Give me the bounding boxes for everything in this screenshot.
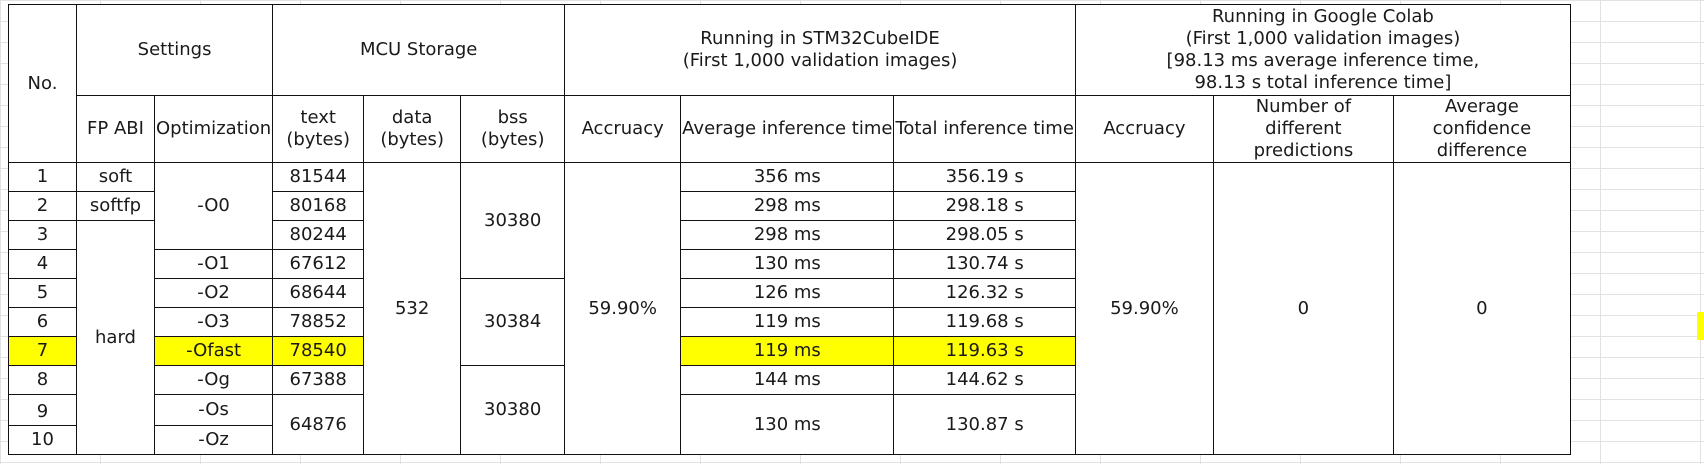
bss-bytes-cell: 30384 bbox=[460, 278, 566, 366]
text-bytes-cell: 68644 bbox=[272, 278, 365, 308]
avg-time-cell: 126 ms bbox=[680, 278, 895, 308]
row-no: 10 bbox=[8, 425, 77, 455]
total-time-cell: 356.19 s bbox=[893, 162, 1076, 192]
row-no: 5 bbox=[8, 278, 77, 308]
text-bytes-cell: 80244 bbox=[272, 220, 365, 250]
optimization-cell: -Oz bbox=[153, 425, 274, 455]
row-highlight-marker bbox=[1697, 312, 1704, 340]
header-avg-conf-line-1: Average confidence bbox=[1432, 96, 1532, 140]
fp-abi-cell: soft bbox=[76, 162, 155, 192]
header-avg-conf-line-2: difference bbox=[1436, 140, 1528, 161]
fp-abi-cell: hard bbox=[76, 220, 155, 455]
results-table: No. Settings MCU Storage Running in STM3… bbox=[8, 4, 1571, 455]
optimization-cell: -O3 bbox=[153, 307, 274, 337]
header-num-diff-line-2: different predictions bbox=[1253, 118, 1354, 161]
header-fp-abi: FP ABI bbox=[76, 95, 155, 163]
row-no: 3 bbox=[8, 220, 77, 250]
avg-time-cell: 298 ms bbox=[680, 191, 895, 221]
avg-time-cell: 119 ms bbox=[680, 336, 895, 366]
text-bytes-cell: 80168 bbox=[272, 191, 365, 221]
header-avg-inference-time: Average inference time bbox=[680, 95, 895, 163]
header-data-line-1: data bbox=[391, 107, 433, 128]
total-time-cell: 130.87 s bbox=[893, 394, 1076, 455]
avg-time-cell: 356 ms bbox=[680, 162, 895, 192]
bss-bytes-cell: 30380 bbox=[460, 365, 566, 455]
header-num-diff-predictions: Number of different predictions bbox=[1212, 95, 1394, 163]
header-no: No. bbox=[8, 4, 77, 163]
optimization-cell: -O2 bbox=[153, 278, 274, 308]
row-no: 6 bbox=[8, 307, 77, 337]
total-time-cell: 126.32 s bbox=[893, 278, 1076, 308]
header-bss-line-2: (bytes) bbox=[480, 129, 545, 150]
row-no: 2 bbox=[8, 191, 77, 221]
fp-abi-cell: softfp bbox=[76, 191, 155, 221]
row-no: 9 bbox=[8, 394, 77, 426]
header-colab-line-2: (First 1,000 validation images) bbox=[1185, 28, 1461, 49]
avg-time-cell: 119 ms bbox=[680, 307, 895, 337]
header-mcu-storage: MCU Storage bbox=[272, 4, 566, 96]
accuracy-stm-cell: 59.90% bbox=[564, 162, 682, 455]
optimization-cell: -O1 bbox=[153, 249, 274, 279]
header-colab: Running in Google Colab (First 1,000 val… bbox=[1074, 4, 1571, 96]
optimization-cell: -Og bbox=[153, 365, 274, 395]
avg-conf-cell: 0 bbox=[1392, 162, 1571, 455]
header-optimization: Optimization bbox=[153, 95, 274, 163]
header-accuracy-colab: Accruacy bbox=[1074, 95, 1214, 163]
header-stm32: Running in STM32CubeIDE (First 1,000 val… bbox=[564, 4, 1076, 96]
avg-time-cell: 298 ms bbox=[680, 220, 895, 250]
avg-time-cell: 144 ms bbox=[680, 365, 895, 395]
row-no: 1 bbox=[8, 162, 77, 192]
accuracy-colab-cell: 59.90% bbox=[1074, 162, 1214, 455]
header-colab-line-3: [98.13 ms average inference time, bbox=[1166, 50, 1480, 71]
header-stm32-line-1: Running in STM32CubeIDE bbox=[700, 28, 940, 49]
total-time-cell: 119.68 s bbox=[893, 307, 1076, 337]
optimization-cell: -O0 bbox=[153, 162, 274, 250]
text-bytes-cell: 78852 bbox=[272, 307, 365, 337]
num-diff-cell: 0 bbox=[1212, 162, 1394, 455]
header-bss-line-1: bss bbox=[497, 107, 528, 128]
optimization-cell: -Os bbox=[153, 394, 274, 426]
text-bytes-cell: 64876 bbox=[272, 394, 365, 455]
text-bytes-cell: 78540 bbox=[272, 336, 365, 366]
header-stm32-line-2: (First 1,000 validation images) bbox=[682, 50, 958, 71]
text-bytes-cell: 67612 bbox=[272, 249, 365, 279]
total-time-cell: 130.74 s bbox=[893, 249, 1076, 279]
total-time-cell: 298.05 s bbox=[893, 220, 1076, 250]
header-colab-line-1: Running in Google Colab bbox=[1211, 6, 1434, 27]
total-time-cell: 119.63 s bbox=[893, 336, 1076, 366]
header-text-line-2: (bytes) bbox=[286, 129, 350, 150]
data-bytes-cell: 532 bbox=[363, 162, 462, 455]
header-colab-line-4: 98.13 s total inference time] bbox=[1194, 72, 1452, 93]
avg-time-cell: 130 ms bbox=[680, 249, 895, 279]
avg-time-cell: 130 ms bbox=[680, 394, 895, 455]
header-num-diff-line-1: Number of bbox=[1255, 96, 1352, 118]
header-text-line-1: text bbox=[300, 107, 336, 128]
optimization-cell: -Ofast bbox=[153, 336, 274, 366]
header-text-bytes: text (bytes) bbox=[272, 95, 365, 163]
header-data-bytes: data (bytes) bbox=[363, 95, 462, 163]
header-data-line-2: (bytes) bbox=[380, 129, 444, 150]
header-total-inference-time: Total inference time bbox=[893, 95, 1076, 163]
total-time-cell: 298.18 s bbox=[893, 191, 1076, 221]
row-no: 7 bbox=[8, 336, 77, 366]
text-bytes-cell: 67388 bbox=[272, 365, 365, 395]
row-no: 8 bbox=[8, 365, 77, 395]
text-bytes-cell: 81544 bbox=[272, 162, 365, 192]
header-bss-bytes: bss (bytes) bbox=[460, 95, 566, 163]
header-avg-confidence-diff: Average confidence difference bbox=[1392, 95, 1571, 163]
row-no: 4 bbox=[8, 249, 77, 279]
bss-bytes-cell: 30380 bbox=[460, 162, 566, 279]
total-time-cell: 144.62 s bbox=[893, 365, 1076, 395]
header-settings: Settings bbox=[75, 4, 274, 96]
header-accuracy-stm: Accruacy bbox=[564, 95, 682, 163]
